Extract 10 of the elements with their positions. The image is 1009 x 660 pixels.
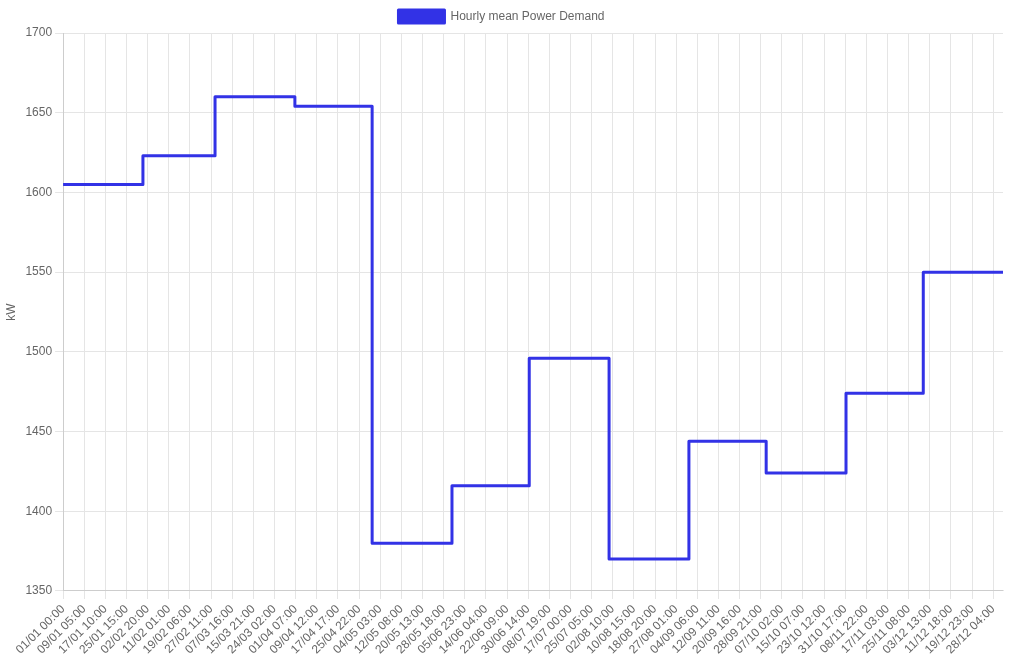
y-tick-label: 1450 bbox=[25, 423, 53, 438]
y-tick-label: 1600 bbox=[25, 184, 53, 199]
legend-label: Hourly mean Power Demand bbox=[450, 8, 605, 23]
y-axis-title: kW bbox=[3, 302, 18, 321]
y-tick-label: 1650 bbox=[25, 105, 53, 120]
y-tick-label: 1350 bbox=[25, 583, 53, 598]
y-tick-label: 1700 bbox=[25, 25, 53, 40]
y-tick-label: 1550 bbox=[25, 264, 53, 279]
y-tick-label: 1500 bbox=[25, 344, 53, 359]
y-tick-label: 1400 bbox=[25, 503, 53, 518]
